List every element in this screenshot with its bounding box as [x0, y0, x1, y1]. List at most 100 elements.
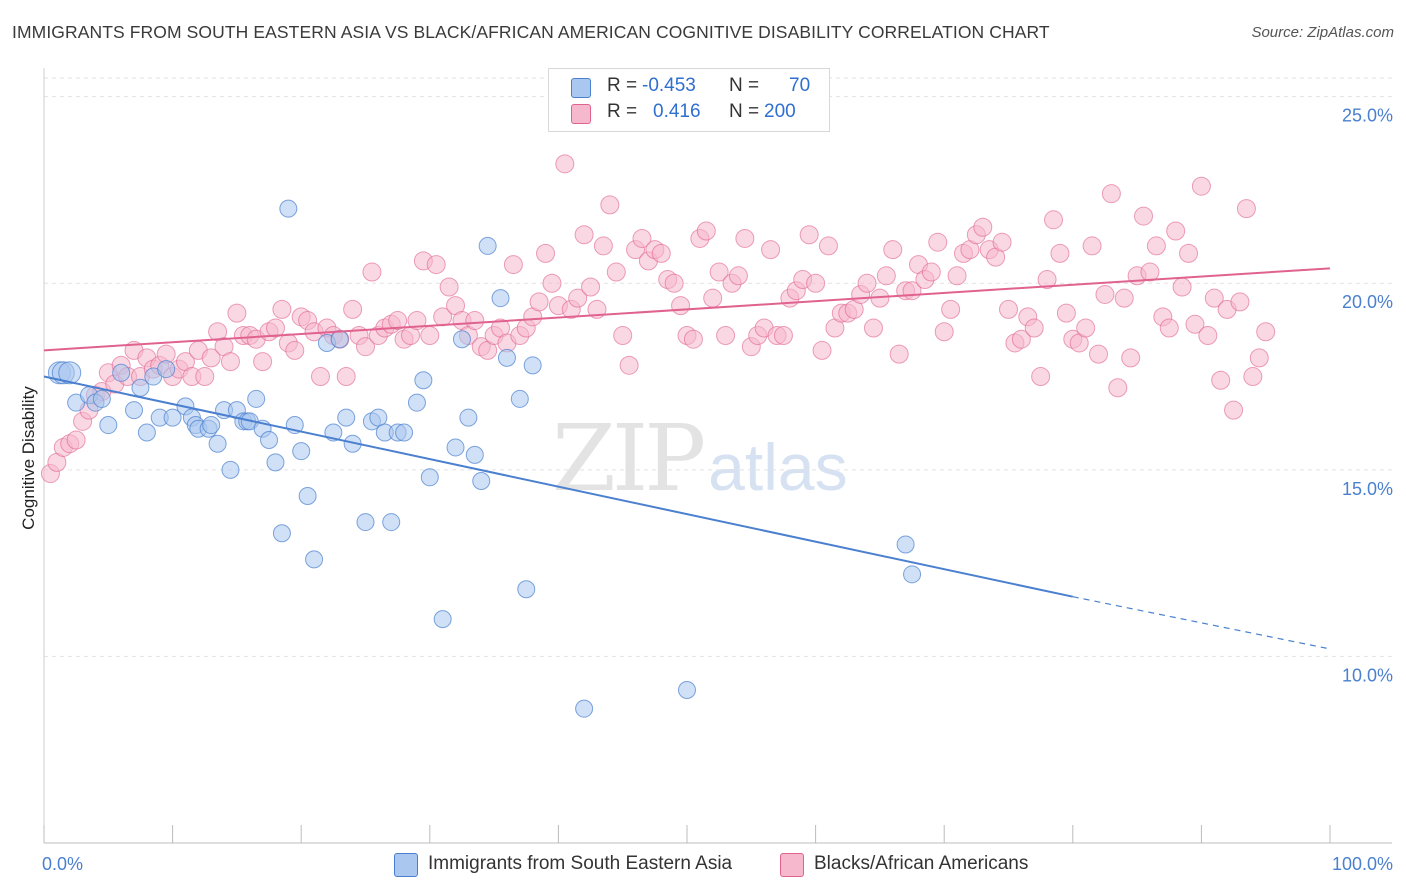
y-tick-label: 10.0% — [1342, 665, 1393, 685]
bottom-legend-swatch-sea — [394, 853, 418, 877]
data-point-blacks — [671, 296, 691, 316]
data-point-sea — [433, 610, 452, 629]
data-point-blacks — [1076, 318, 1096, 338]
data-point-sea — [369, 408, 388, 427]
watermark-atlas: atlas — [708, 430, 848, 504]
data-point-blacks — [728, 266, 748, 286]
bottom-legend-swatch-blacks — [780, 853, 804, 877]
data-point-blacks — [941, 299, 961, 319]
data-point-blacks — [619, 355, 639, 375]
data-point-blacks — [883, 240, 903, 260]
data-point-blacks — [362, 262, 382, 282]
data-point-sea — [517, 580, 536, 599]
data-point-blacks — [1204, 288, 1224, 308]
data-point-blacks — [1159, 318, 1179, 338]
data-point-blacks — [356, 337, 375, 357]
data-point-blacks — [1166, 221, 1186, 241]
legend-n-value: 200 — [764, 101, 796, 122]
data-point-sea — [266, 453, 285, 472]
data-point-sea — [446, 438, 465, 457]
data-point-blacks — [195, 367, 215, 387]
data-point-blacks — [420, 325, 440, 345]
data-point-blacks — [683, 329, 703, 349]
data-point-blacks — [1243, 367, 1263, 387]
data-point-blacks — [696, 221, 716, 241]
legend-n-value: 70 — [789, 75, 811, 96]
data-point-blacks — [1114, 288, 1134, 308]
data-point-blacks — [220, 352, 240, 372]
data-point-sea — [575, 699, 594, 718]
data-point-blacks — [1230, 292, 1250, 312]
gridlines — [44, 77, 1392, 657]
watermark: ZIPatlas — [552, 405, 848, 512]
data-point-sea — [337, 408, 356, 427]
trend-line-sea-extension — [1072, 596, 1331, 650]
data-point-blacks — [1011, 329, 1031, 349]
data-point-blacks — [1095, 284, 1115, 304]
stats-legend: R = -0.453 N = 70 R = 0.416 N = 200 — [548, 68, 830, 132]
data-point-blacks — [761, 240, 781, 260]
data-point-blacks — [503, 255, 523, 275]
data-point-sea — [395, 423, 414, 442]
data-point-sea — [163, 408, 182, 427]
data-point-blacks — [973, 217, 993, 237]
data-point-blacks — [999, 299, 1018, 319]
data-point-blacks — [1056, 303, 1076, 323]
legend-swatch-sea — [571, 78, 591, 98]
data-point-blacks — [1191, 176, 1211, 196]
data-point-blacks — [407, 311, 427, 331]
data-point-sea — [459, 408, 478, 427]
data-point-blacks — [1211, 370, 1231, 390]
data-point-sea — [452, 330, 471, 349]
data-point-blacks — [310, 367, 330, 387]
data-point-blacks — [542, 273, 562, 293]
data-point-sea — [221, 460, 240, 479]
data-point-blacks — [812, 340, 832, 360]
data-point-blacks — [1031, 367, 1051, 387]
bottom-legend-label-blacks: Blacks/African Americans — [814, 853, 1029, 874]
data-point-blacks — [863, 318, 883, 338]
data-point-sea — [491, 289, 510, 308]
data-point-blacks — [1249, 348, 1269, 368]
data-point-sea — [298, 486, 317, 505]
data-point-blacks — [709, 262, 729, 282]
legend-n-label: N = — [729, 75, 760, 96]
data-point-sea — [292, 442, 311, 461]
data-point-blacks — [1198, 325, 1218, 345]
axes — [43, 68, 1392, 844]
legend-r-label: R = — [607, 101, 638, 122]
data-point-sea — [420, 468, 439, 487]
source-label: Source: ZipAtlas.com — [1251, 24, 1394, 41]
data-point-blacks — [1256, 322, 1276, 342]
y-tick-label: 25.0% — [1342, 106, 1393, 126]
trend-lines — [43, 267, 1331, 650]
data-point-sea — [92, 389, 111, 408]
data-point-blacks — [536, 243, 556, 263]
y-axis-title: Cognitive Disability — [19, 386, 38, 530]
data-point-blacks — [1089, 344, 1109, 364]
data-point-blacks — [664, 273, 684, 293]
data-point-sea — [472, 472, 491, 491]
data-point-blacks — [1082, 236, 1102, 256]
data-point-blacks — [285, 340, 305, 360]
data-point-blacks — [343, 299, 363, 319]
trend-line-blacks — [43, 267, 1331, 352]
data-point-blacks — [439, 277, 459, 297]
data-point-sea — [523, 356, 542, 375]
data-point-sea — [272, 524, 291, 543]
data-point-sea — [497, 348, 516, 367]
data-point-blacks — [716, 325, 736, 345]
data-point-blacks — [581, 277, 601, 297]
data-point-blacks — [799, 225, 819, 245]
data-point-sea — [678, 681, 696, 699]
data-point-blacks — [1236, 199, 1256, 219]
data-point-blacks — [568, 288, 588, 308]
x-tick-label: 0.0% — [42, 854, 83, 874]
data-point-blacks — [651, 243, 671, 263]
data-point-blacks — [465, 311, 485, 331]
data-point-blacks — [606, 262, 626, 282]
data-point-blacks — [1044, 210, 1064, 230]
data-point-sea — [157, 360, 176, 379]
data-point-blacks — [1050, 243, 1070, 263]
